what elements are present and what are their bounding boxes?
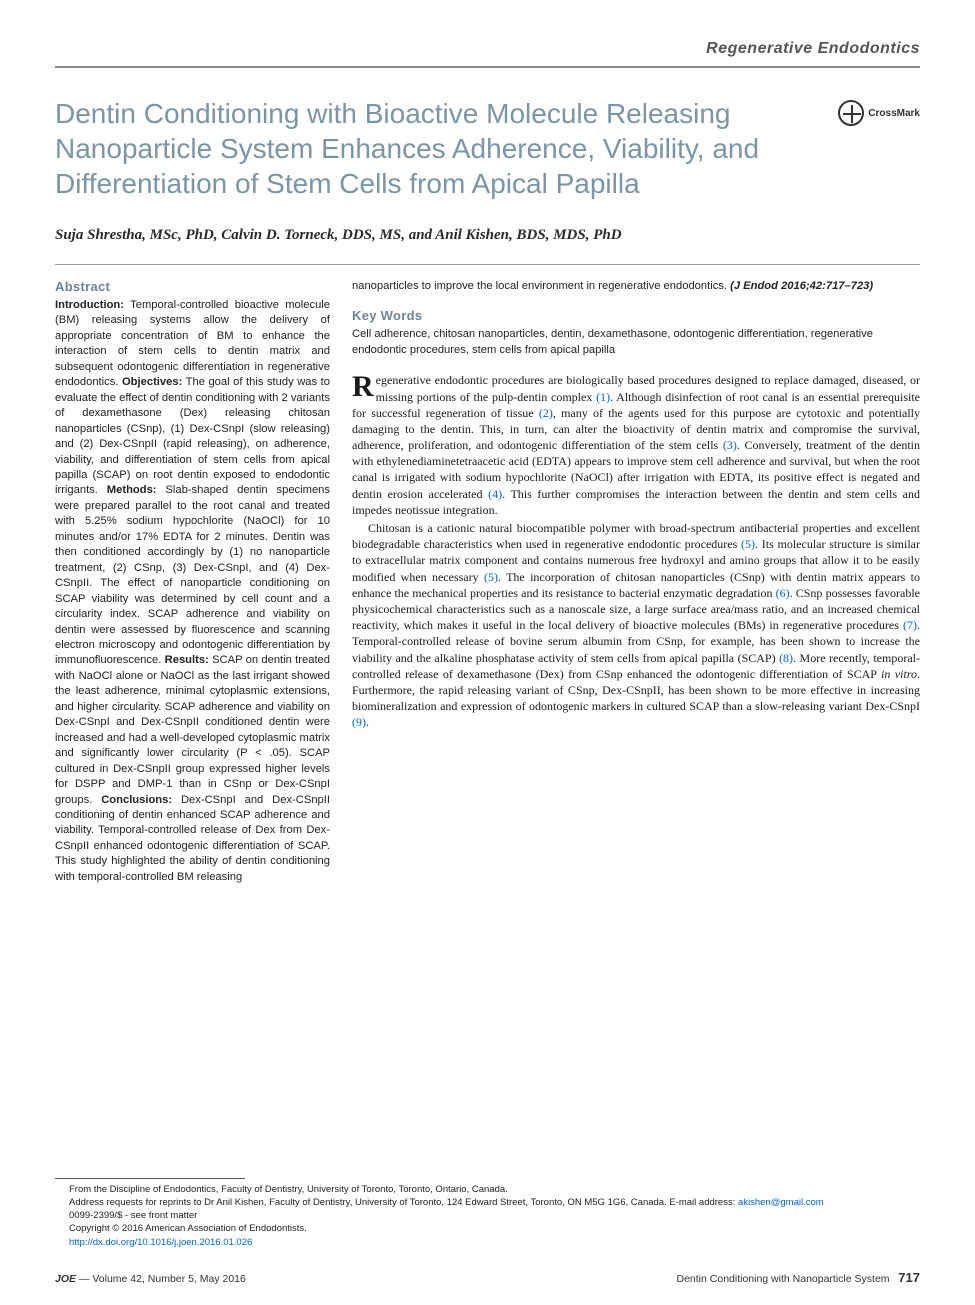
left-column: Abstract Introduction: Temporal-controll… [55,279,330,885]
doi-link[interactable]: http://dx.doi.org/10.1016/j.joen.2016.01… [69,1236,920,1249]
citation: (J Endod 2016;42:717–723) [730,280,873,292]
meth-text: Slab-shaped dentin specimens were prepar… [55,484,330,666]
footnote-block: From the Discipline of Endodontics, Facu… [55,1178,920,1249]
abstract-body: Introduction: Temporal-controlled bioact… [55,298,330,885]
intro-label: Introduction: [55,299,124,311]
res-text: SCAP on dentin treated with NaOCl alone … [55,654,330,805]
copyright-line: Copyright © 2016 American Association of… [69,1222,920,1235]
journal-abbrev: JOE [55,1273,76,1285]
dropcap: R [352,372,376,400]
page-footer: JOE — Volume 42, Number 5, May 2016 Dent… [55,1270,920,1285]
keywords-heading: Key Words [352,308,920,323]
ref-6[interactable]: (6) [776,586,790,600]
correspondence-line: Address requests for reprints to Dr Anil… [69,1196,920,1209]
obj-text: The goal of this study was to evaluate t… [55,376,330,496]
issn-line: 0099-2399/$ - see front matter [69,1209,920,1222]
body-paragraph-2: Chitosan is a cationic natural biocompat… [352,520,920,730]
ref-5b[interactable]: (5) [484,570,498,584]
page-number: 717 [898,1270,920,1285]
issue-info: — Volume 42, Number 5, May 2016 [76,1273,246,1285]
meth-label: Methods: [107,484,157,496]
footnote-rule [55,1178,245,1179]
article-title: Dentin Conditioning with Bioactive Molec… [55,96,775,201]
ref-2[interactable]: (2) [539,406,553,420]
body-paragraph-1: Regenerative endodontic procedures are b… [352,372,920,518]
footer-right: Dentin Conditioning with Nanoparticle Sy… [677,1270,921,1285]
mid-divider [55,264,920,265]
email-link[interactable]: akishen@gmail.com [738,1197,824,1208]
ref-1[interactable]: (1) [596,390,610,404]
ref-9[interactable]: (9) [352,715,366,729]
p2g-italic: in vitro [881,667,917,681]
ref-8[interactable]: (8) [779,651,793,665]
crossmark-label: CrossMark [868,108,920,119]
right-column: nanoparticles to improve the local envir… [352,279,920,885]
obj-label: Objectives: [122,376,182,388]
crossmark-icon [838,100,864,126]
intro-text: Temporal-controlled bioactive molecule (… [55,299,330,388]
footer-left: JOE — Volume 42, Number 5, May 2016 [55,1273,246,1285]
crossmark-badge[interactable]: CrossMark [838,100,920,126]
p2i: . [366,715,369,729]
authors-line: Suja Shrestha, MSc, PhD, Calvin D. Torne… [55,227,920,244]
ref-5[interactable]: (5) [741,537,755,551]
res-label: Results: [165,654,209,666]
conc-label: Conclusions: [101,794,172,806]
ref-7[interactable]: (7) [903,618,917,632]
ref-3[interactable]: (3) [723,438,737,452]
conc-text: Dex-CSnpI and Dex-CSnpII conditioning of… [55,794,330,883]
correspondence-text: Address requests for reprints to Dr Anil… [69,1197,738,1208]
abstract-cont-text: nanoparticles to improve the local envir… [352,280,730,292]
ref-4[interactable]: (4) [488,487,502,501]
category-header: Regenerative Endodontics [55,40,920,58]
abstract-heading: Abstract [55,279,330,294]
keywords-text: Cell adherence, chitosan nanoparticles, … [352,327,920,358]
running-title: Dentin Conditioning with Nanoparticle Sy… [677,1273,890,1285]
top-divider [55,66,920,68]
affiliation-line: From the Discipline of Endodontics, Facu… [69,1183,920,1196]
abstract-continuation: nanoparticles to improve the local envir… [352,279,920,294]
